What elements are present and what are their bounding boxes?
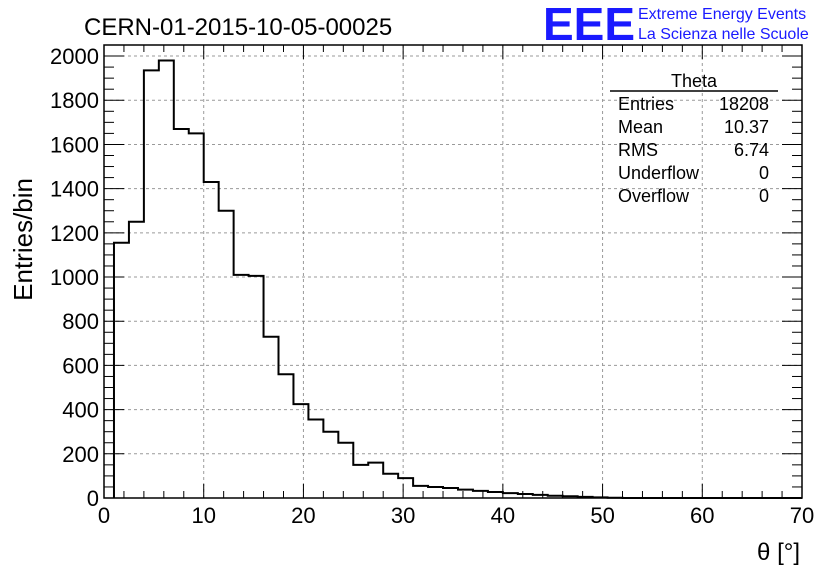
stats-label: RMS: [618, 140, 658, 160]
x-axis-label: θ [°]: [757, 539, 800, 566]
brand-line-2: La Scienza nelle Scuole: [638, 26, 809, 43]
x-tick-label: 20: [291, 503, 315, 528]
stats-label: Underflow: [618, 163, 700, 183]
x-tick-label: 10: [191, 503, 215, 528]
x-tick-label: 30: [391, 503, 415, 528]
y-tick-label: 1600: [50, 132, 99, 157]
x-tick-label: 40: [491, 503, 515, 528]
x-tick-labels: 0 10 20 30 40 50 60 70: [98, 503, 814, 528]
y-tick-label: 1400: [50, 177, 99, 202]
y-axis-label: Entries/bin: [8, 178, 38, 301]
x-tick-label: 0: [98, 503, 110, 528]
x-tick-label: 60: [690, 503, 714, 528]
eee-logo: EEE Extreme Energy Events La Scienza nel…: [543, 0, 809, 50]
plot-frame: [103, 44, 803, 499]
y-tick-label: 1000: [50, 265, 99, 290]
y-tick-label: 1800: [50, 88, 99, 113]
stats-box: Theta Entries 18208 Mean 10.37 RMS 6.74 Underf…: [610, 71, 778, 206]
y-tick-label: 1200: [50, 221, 99, 246]
stats-value: 0: [759, 186, 769, 206]
y-tick-label: 0: [87, 486, 99, 511]
chart-title: CERN-01-2015-10-05-00025: [84, 14, 392, 41]
y-tick-label: 2000: [50, 44, 99, 69]
stats-label: Mean: [618, 117, 663, 137]
stats-value: 0: [759, 163, 769, 183]
grid: [104, 45, 802, 498]
x-tick-label: 50: [590, 503, 614, 528]
stats-title: Theta: [671, 71, 718, 91]
stats-label: Entries: [618, 94, 674, 114]
brand-line-1: Extreme Energy Events: [638, 6, 806, 23]
stats-label: Overflow: [618, 186, 690, 206]
y-tick-label: 600: [62, 353, 99, 378]
stats-value: 10.37: [724, 117, 769, 137]
axis-ticks: [103, 44, 803, 499]
y-tick-labels: 0 200 400 600 800 1000 1200 1400 1600 1800 2000: [50, 44, 99, 511]
y-tick-label: 800: [62, 309, 99, 334]
eee-logo-text: EEE: [543, 0, 635, 50]
y-tick-label: 400: [62, 398, 99, 423]
stats-value: 6.74: [734, 140, 769, 160]
histogram-line: [112, 59, 802, 499]
x-tick-label: 70: [790, 503, 814, 528]
y-tick-label: 200: [62, 442, 99, 467]
stats-rows: Entries 18208 Mean 10.37 RMS 6.74 Underflow 0 Ov…: [618, 94, 769, 206]
stats-value: 18208: [719, 94, 769, 114]
